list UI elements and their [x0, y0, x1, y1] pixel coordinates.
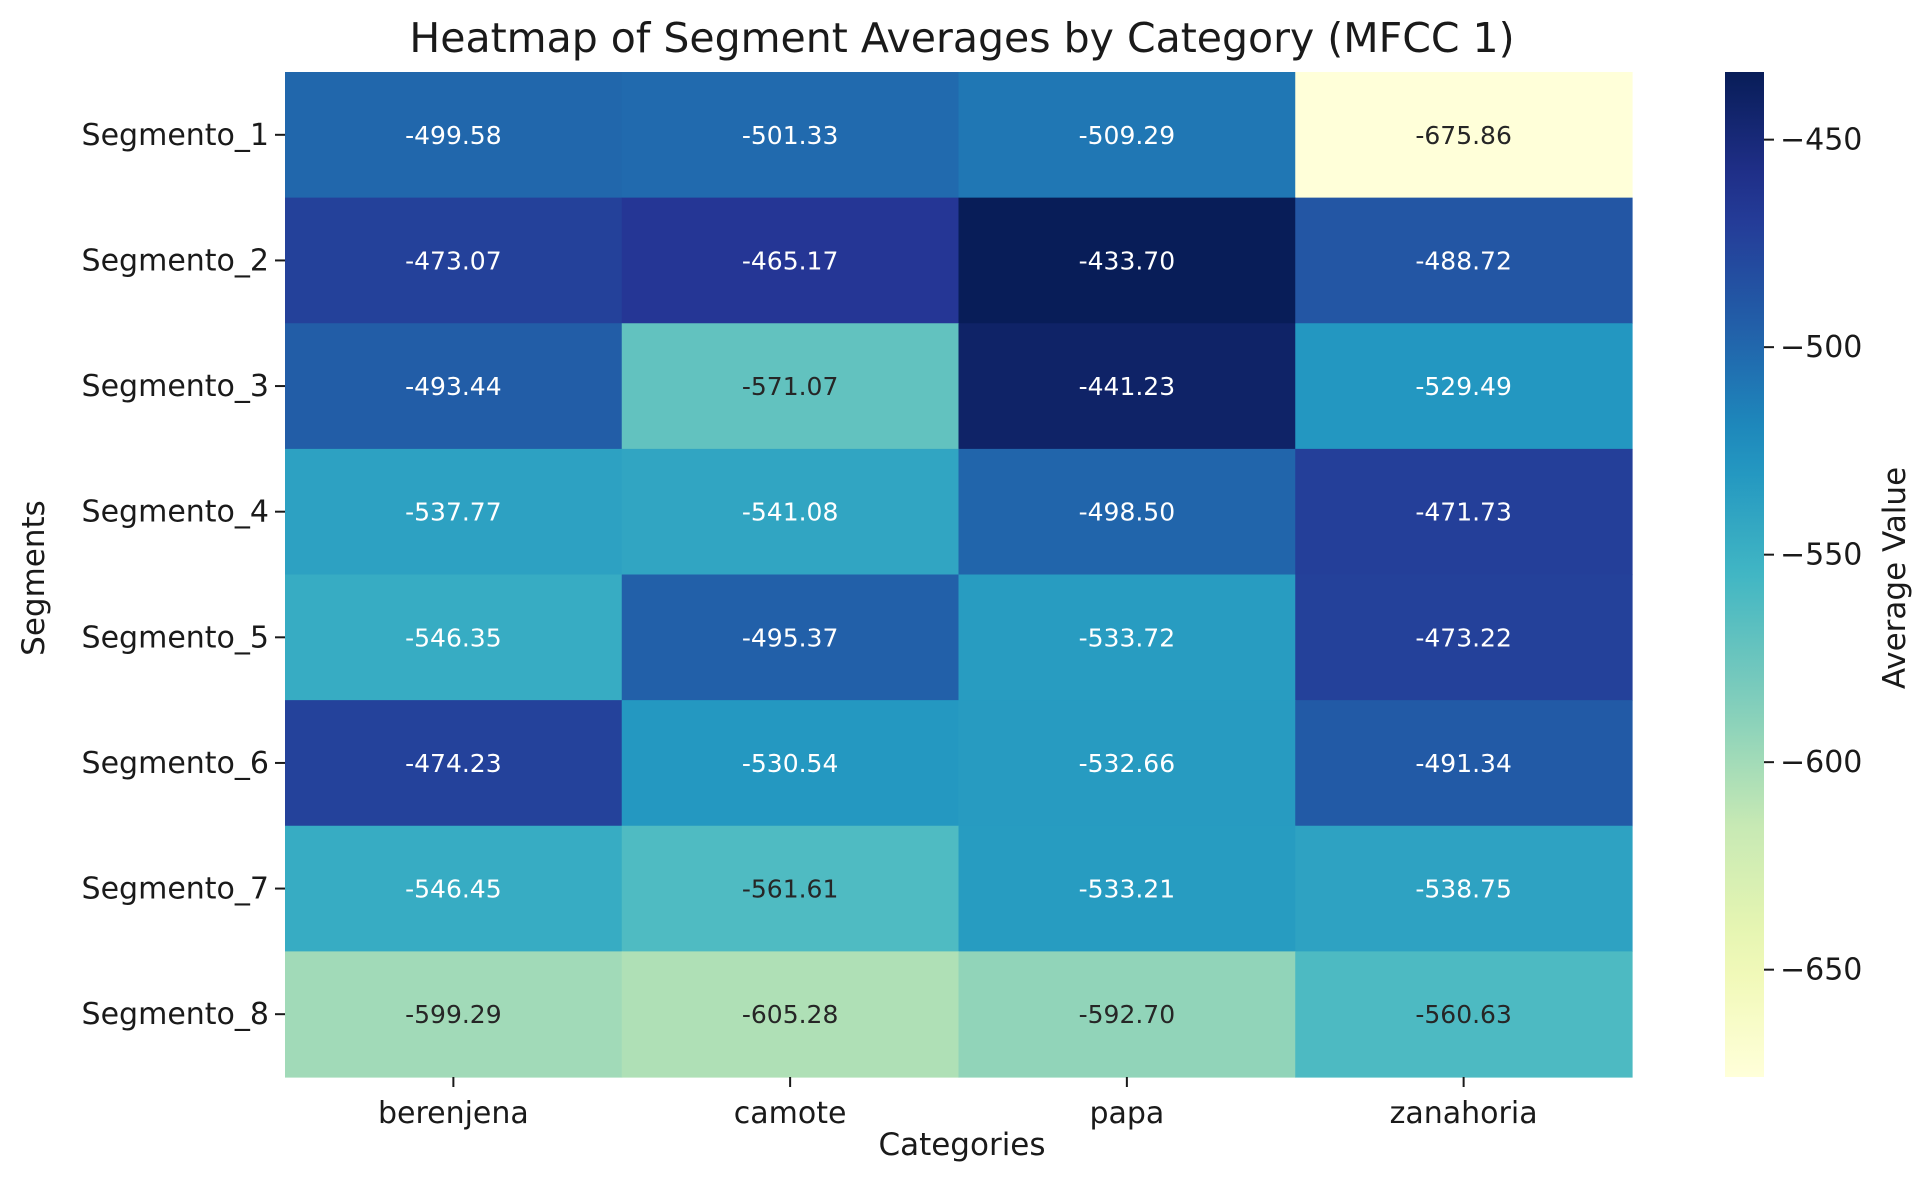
y-axis: Segmento_1 Segmento_2 Segmento_3 Segmento_4…: [82, 118, 285, 1032]
cell-value-label: -592.70: [1079, 1000, 1176, 1029]
heatmap-cell: [958, 323, 1296, 450]
cell-value-label: -675.86: [1415, 121, 1512, 150]
cell-value-label: -493.44: [405, 372, 502, 401]
x-tick-label: berenjena: [378, 1096, 529, 1131]
cell-value-label: -533.72: [1079, 623, 1176, 652]
heatmap-cell: [621, 72, 960, 199]
cell-value-label: -491.34: [1415, 749, 1512, 778]
x-axis-label: Categories: [878, 1127, 1045, 1163]
heatmap-cell: [958, 700, 1296, 827]
cell-value-label: -465.17: [742, 246, 839, 275]
heatmap-cell: [621, 323, 960, 450]
cell-value-label: -537.77: [405, 498, 502, 527]
cell-value-label: -538.75: [1415, 875, 1512, 904]
heatmap-cell: [958, 448, 1296, 576]
heatmap-cell: [958, 951, 1296, 1078]
heatmap-cell: [621, 951, 960, 1078]
colorbar: −450 −500 −550 −600 −650: [1725, 72, 1862, 1077]
colorbar-gradient: [1725, 72, 1764, 1077]
y-tick-label: Segmento_4: [82, 495, 269, 530]
y-axis-label: Segments: [16, 500, 52, 656]
cell-value-label: -474.23: [405, 749, 502, 778]
x-tick-label: camote: [734, 1096, 847, 1131]
cell-value-label: -561.61: [742, 875, 839, 904]
chart-title: Heatmap of Segment Averages by Category …: [409, 14, 1514, 62]
y-tick-label: Segmento_6: [82, 746, 269, 781]
heatmap-cell: [285, 72, 623, 199]
heatmap-cell: [1295, 574, 1633, 701]
heatmap-cell: [285, 574, 623, 701]
cell-value-label: -546.45: [405, 875, 502, 904]
cell-value-label: -473.22: [1415, 623, 1512, 652]
cell-value-label: -571.07: [742, 372, 839, 401]
cell-value-label: -541.08: [742, 498, 839, 527]
cell-value-label: -546.35: [405, 623, 502, 652]
y-tick-label: Segmento_5: [82, 620, 269, 655]
heatmap-cell: [285, 323, 623, 450]
heatmap-cell: [1295, 825, 1633, 952]
x-tick-label: papa: [1089, 1096, 1164, 1131]
cell-value-label: -433.70: [1079, 246, 1176, 275]
cell-value-label: -495.37: [742, 623, 839, 652]
colorbar-tick-label: −600: [1780, 745, 1862, 780]
heatmap-cell: [1295, 323, 1633, 450]
heatmap-cell: [1295, 197, 1633, 324]
cell-value-label: -498.50: [1079, 498, 1176, 527]
colorbar-tick-label: −450: [1780, 123, 1862, 158]
heatmap-cell: [285, 700, 623, 827]
y-tick-label: Segmento_3: [82, 369, 269, 404]
heatmap-cell: [1295, 448, 1633, 576]
y-tick-label: Segmento_8: [82, 997, 269, 1032]
cell-value-label: -473.07: [405, 246, 502, 275]
colorbar-tick-label: −500: [1780, 330, 1862, 365]
heatmap-cell: [1295, 72, 1633, 199]
heatmap-cell: [621, 448, 960, 576]
cell-value-label: -599.29: [405, 1000, 502, 1029]
cell-value-label: -532.66: [1079, 749, 1176, 778]
heatmap-cell: [958, 72, 1296, 199]
y-tick-label: Segmento_7: [82, 872, 269, 907]
heatmap-cells: -499.58 -501.33 -509.29 -675.86 -473.07 -465.…: [285, 72, 1633, 1078]
heatmap-cell: [285, 825, 623, 952]
y-tick-label: Segmento_1: [82, 118, 269, 153]
heatmap-cell: [285, 951, 623, 1078]
heatmap-cell: [621, 825, 960, 952]
heatmap-cell: [621, 700, 960, 827]
cell-value-label: -488.72: [1415, 246, 1512, 275]
cell-value-label: -529.49: [1415, 372, 1512, 401]
heatmap-cell: [621, 197, 960, 324]
heatmap-cell: [1295, 951, 1633, 1078]
heatmap-cell: [1295, 700, 1633, 827]
x-tick-label: zanahoria: [1390, 1096, 1538, 1131]
heatmap-cell: [958, 825, 1296, 952]
colorbar-tick-label: −550: [1780, 538, 1862, 573]
cell-value-label: -560.63: [1415, 1000, 1512, 1029]
heatmap-cell: [958, 197, 1296, 324]
cell-value-label: -509.29: [1079, 121, 1176, 150]
x-axis: berenjena camote papa zanahoria: [378, 1077, 1538, 1131]
colorbar-label: Average Value: [1877, 467, 1913, 689]
heatmap-cell: [285, 197, 623, 324]
heatmap-cell: [958, 574, 1296, 701]
cell-value-label: -471.73: [1415, 498, 1512, 527]
cell-value-label: -605.28: [742, 1000, 839, 1029]
cell-value-label: -501.33: [742, 121, 839, 150]
colorbar-tick-label: −650: [1780, 953, 1862, 988]
cell-value-label: -499.58: [405, 121, 502, 150]
cell-value-label: -530.54: [742, 749, 839, 778]
cell-value-label: -441.23: [1079, 372, 1176, 401]
cell-value-label: -533.21: [1079, 875, 1176, 904]
y-tick-label: Segmento_2: [82, 243, 269, 278]
heatmap-cell: [621, 574, 960, 701]
heatmap-cell: [285, 448, 623, 576]
